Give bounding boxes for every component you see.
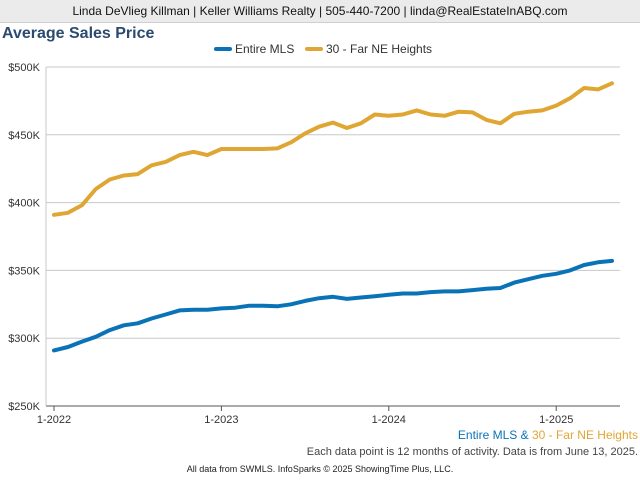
grid-lines	[46, 66, 620, 407]
legend: Entire MLS 30 - Far NE Heights	[214, 42, 432, 56]
footer-series-far-ne: 30 - Far NE Heights	[531, 428, 638, 442]
legend-label: 30 - Far NE Heights	[326, 42, 432, 56]
series-line-far-ne-heights	[52, 81, 614, 217]
y-tick-label: $400K	[8, 198, 40, 210]
footer-note: Each data point is 12 months of activity…	[306, 446, 638, 458]
y-tick-label: $350K	[8, 265, 40, 277]
header-bar: Linda DeVlieg Killman | Keller Williams …	[0, 0, 640, 23]
footer-series-caption: Entire MLS & 30 - Far NE Heights	[458, 428, 638, 442]
x-tick-label: 1-2022	[37, 414, 71, 426]
header-contact-text: Linda DeVlieg Killman | Keller Williams …	[72, 4, 568, 18]
y-tick-label: $500K	[8, 62, 40, 74]
chart-title: Average Sales Price	[2, 25, 155, 42]
x-tick-label: 1-2023	[204, 414, 238, 426]
x-tick-label: 1-2025	[539, 414, 573, 426]
series-line-entire-mls	[52, 258, 614, 353]
axes: $250K $300K $350K $400K $450K $500K 1-2022 1-20…	[8, 62, 620, 426]
footer-credit: All data from SWMLS. InfoSparks © 2025 S…	[186, 464, 454, 474]
y-tick-label: $250K	[8, 401, 40, 413]
x-tick-label: 1-2024	[372, 414, 406, 426]
series-lines	[52, 81, 614, 353]
legend-label: Entire MLS	[235, 42, 294, 56]
y-tick-label: $450K	[8, 130, 40, 142]
y-tick-label: $300K	[8, 333, 40, 345]
footer-series-entire-mls: Entire MLS	[457, 428, 518, 442]
footer-joiner: &	[517, 428, 532, 442]
